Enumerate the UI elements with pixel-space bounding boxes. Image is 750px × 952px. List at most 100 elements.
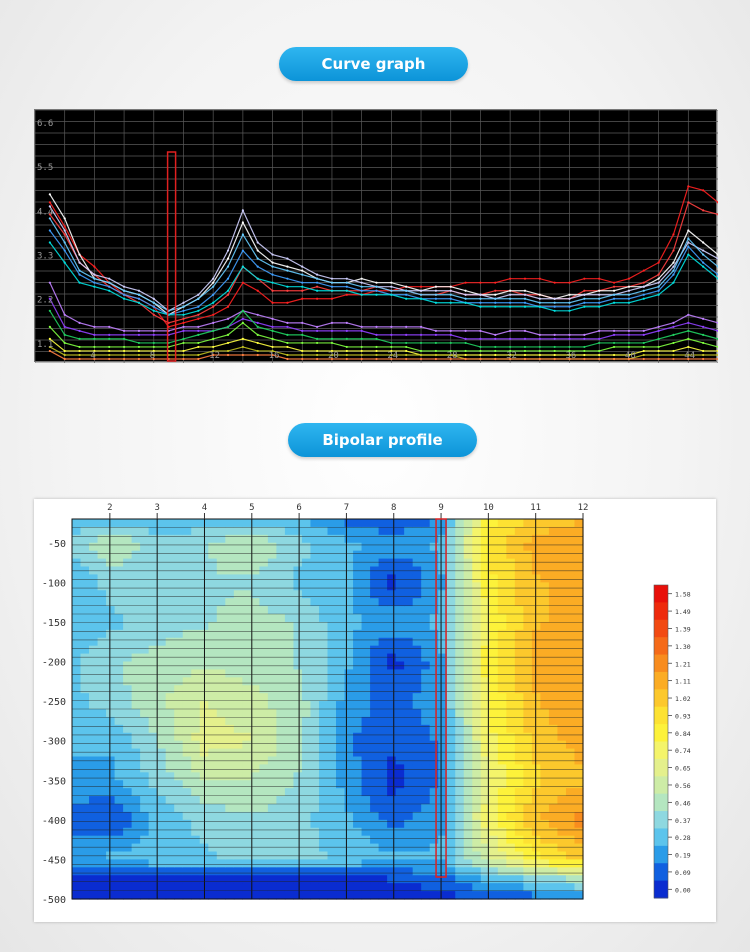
heatmap-cell	[174, 827, 184, 837]
heatmap-cell	[480, 819, 490, 829]
heatmap-cell	[191, 534, 201, 544]
heatmap-cell	[140, 788, 150, 797]
curve-point	[122, 285, 126, 288]
curve-point	[108, 281, 111, 284]
heatmap-cell	[327, 582, 337, 591]
heatmap-cell	[250, 867, 260, 876]
heatmap-cell	[276, 740, 286, 750]
heatmap-cell	[97, 724, 107, 734]
curve-point	[316, 341, 319, 345]
heatmap-cell	[455, 709, 465, 718]
heatmap-cell	[208, 653, 218, 663]
heatmap-cell	[353, 637, 363, 647]
heatmap-cell	[472, 701, 482, 710]
curve-point	[48, 201, 51, 204]
heatmap-cell	[284, 811, 295, 821]
heatmap-cell	[250, 629, 260, 639]
heatmap-cell	[378, 732, 388, 742]
curve-point	[152, 313, 155, 316]
heatmap-cell	[395, 772, 405, 781]
heatmap-cell	[472, 582, 482, 591]
heatmap-cell	[318, 653, 329, 663]
heatmap-cell	[353, 724, 363, 734]
heatmap-cell	[463, 796, 473, 805]
curve-point	[598, 289, 601, 292]
heatmap-cell	[353, 772, 363, 781]
heatmap-cell	[259, 606, 269, 615]
heatmap-cell	[565, 669, 576, 678]
heatmap-cell	[123, 582, 133, 591]
heatmap-cell	[446, 859, 456, 868]
heatmap-cell	[361, 867, 371, 876]
heatmap-cell	[131, 835, 141, 845]
heatmap-cell	[429, 819, 439, 829]
heatmap-cell	[489, 534, 499, 544]
heatmap-cell	[548, 724, 559, 734]
heatmap-cell	[421, 804, 431, 813]
curve-point	[568, 345, 571, 349]
heatmap-cell	[404, 669, 414, 678]
heatmap-cell	[259, 811, 269, 821]
heatmap-cell	[97, 891, 107, 900]
heatmap-cell	[438, 716, 448, 726]
heatmap-cell	[353, 804, 363, 813]
heatmap-cell	[259, 748, 269, 758]
heatmap-cell	[242, 891, 252, 900]
profile-x-tick-label: 6	[296, 503, 301, 513]
curve-point	[494, 337, 497, 341]
heatmap-cell	[557, 804, 567, 813]
heatmap-cell	[310, 772, 320, 781]
heatmap-cell	[114, 558, 124, 568]
heatmap-cell	[284, 645, 295, 655]
heatmap-cell	[250, 519, 260, 528]
curve-point	[241, 321, 244, 324]
heatmap-cell	[574, 629, 584, 639]
heatmap-cell	[80, 590, 90, 599]
curve-point	[523, 305, 527, 308]
heatmap-cell	[250, 764, 260, 773]
heatmap-cell	[523, 780, 533, 789]
heatmap-cell	[565, 835, 576, 845]
heatmap-cell	[574, 748, 584, 758]
heatmap-cell	[216, 835, 226, 845]
heatmap-cell	[114, 693, 124, 702]
heatmap-cell	[157, 804, 167, 813]
heatmap-cell	[293, 558, 303, 568]
heatmap-cell	[114, 835, 124, 845]
heatmap-cell	[523, 526, 533, 536]
heatmap-cell	[97, 883, 107, 892]
heatmap-cell	[106, 748, 116, 758]
heatmap-cell	[387, 867, 397, 876]
heatmap-cell	[80, 819, 90, 829]
heatmap-cell	[438, 519, 448, 528]
heatmap-cell	[148, 732, 158, 742]
heatmap-cell	[191, 519, 201, 528]
heatmap-cell	[540, 606, 550, 615]
heatmap-cell	[174, 780, 184, 789]
heatmap-cell	[123, 606, 133, 615]
heatmap-cell	[293, 827, 303, 837]
heatmap-cell	[148, 653, 158, 663]
curve-point	[627, 289, 631, 292]
heatmap-cell	[404, 796, 414, 805]
heatmap-cell	[208, 772, 218, 781]
heatmap-cell	[540, 883, 550, 892]
heatmap-cell	[318, 891, 329, 900]
heatmap-cell	[353, 621, 363, 631]
heatmap-cell	[310, 677, 320, 686]
heatmap-cell	[446, 629, 456, 639]
heatmap-cell	[446, 526, 456, 536]
heatmap-cell	[123, 709, 133, 718]
heatmap-cell	[540, 732, 550, 742]
heatmap-cell	[395, 716, 405, 726]
heatmap-cell	[174, 811, 184, 821]
curve-point	[345, 293, 348, 296]
heatmap-cell	[310, 685, 320, 694]
heatmap-cell	[438, 582, 448, 591]
heatmap-cell	[293, 780, 303, 789]
heatmap-cell	[523, 606, 533, 615]
curve-point	[434, 289, 437, 292]
curve-graph-chart: 1.12.23.34.45.56.64 8 12 16 20 24 28 32 36 40 44	[35, 110, 718, 363]
heatmap-cell	[140, 796, 150, 805]
heatmap-cell	[548, 859, 559, 868]
